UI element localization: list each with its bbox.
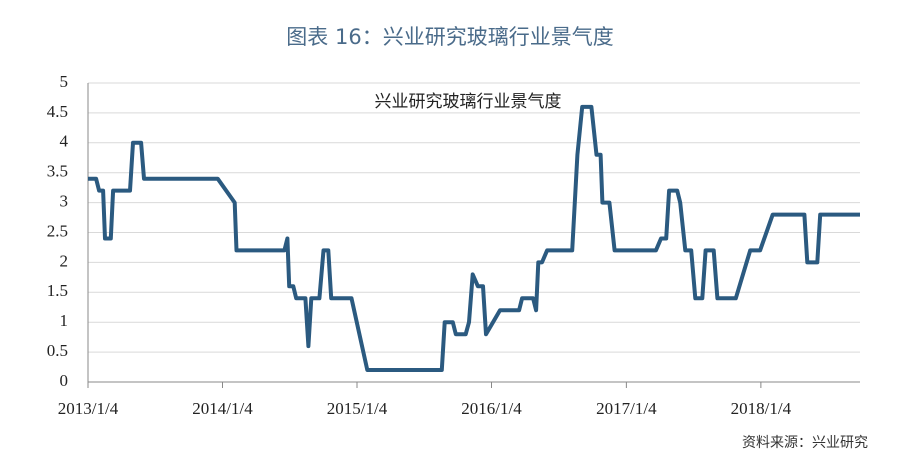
y-tick-label: 4 (60, 132, 69, 151)
x-tick-label: 2013/1/4 (58, 399, 119, 418)
y-tick-label: 1 (60, 311, 69, 330)
y-tick-label: 2 (60, 251, 69, 270)
x-tick-label: 2017/1/4 (596, 399, 657, 418)
y-tick-label: 3.5 (47, 162, 68, 181)
y-tick-label: 1.5 (47, 281, 68, 300)
y-tick-label: 0.5 (47, 341, 68, 360)
chart-title: 图表 16：兴业研究玻璃行业景气度 (286, 25, 613, 49)
x-tick-label: 2018/1/4 (731, 399, 792, 418)
x-tick-label: 2015/1/4 (327, 399, 388, 418)
x-tick-label: 2016/1/4 (461, 399, 522, 418)
y-tick-label: 4.5 (47, 102, 68, 121)
y-tick-label: 3 (60, 192, 69, 211)
source: 资料来源：兴业研究 (742, 435, 868, 451)
legend-label: 兴业研究玻璃行业景气度 (375, 92, 562, 112)
y-tick-label: 5 (60, 72, 69, 91)
x-tick-label: 2014/1/4 (192, 399, 253, 418)
line-series (88, 104, 860, 372)
y-tick-label: 2.5 (47, 221, 68, 240)
y-tick-label: 0 (60, 371, 69, 390)
